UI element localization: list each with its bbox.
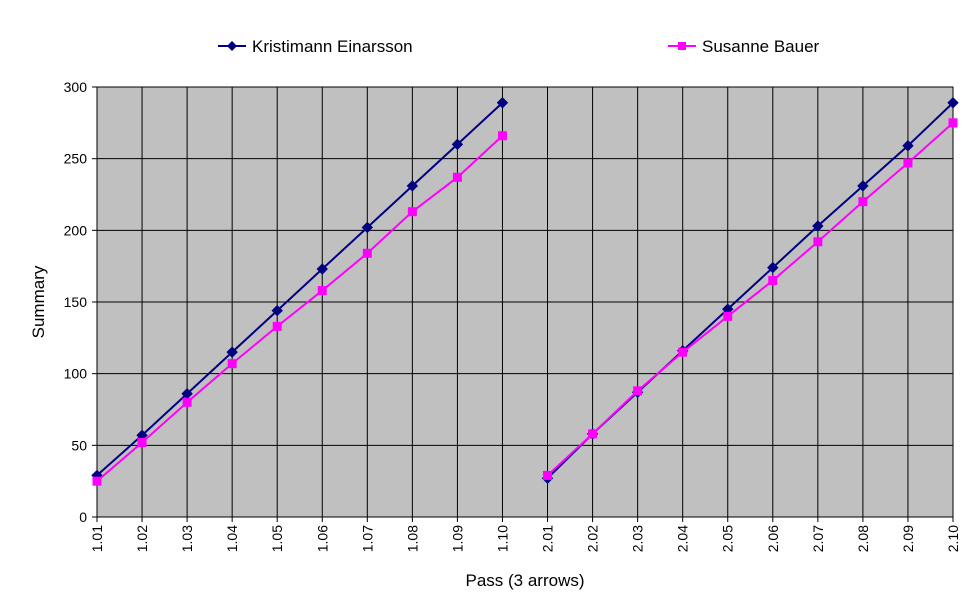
- data-point: [271, 304, 283, 317]
- x-tick-label: 2.02: [585, 525, 601, 552]
- x-tick-label: 1.04: [224, 525, 240, 552]
- data-point: [948, 118, 958, 128]
- legend: Kristimann Einarsson Susanne Bauer: [218, 37, 820, 56]
- data-point: [496, 97, 509, 109]
- x-axis-title: Pass (3 arrows): [465, 571, 584, 590]
- data-point: [317, 286, 327, 296]
- data-point: [543, 470, 553, 480]
- y-axis-title: Summary: [29, 265, 48, 338]
- data-point: [361, 221, 374, 234]
- data-point: [858, 197, 868, 207]
- x-tick-label: 1.08: [404, 525, 420, 552]
- legend-item: Susanne Bauer: [668, 37, 820, 56]
- x-tick-label: 1.10: [494, 525, 510, 552]
- series-line: [546, 122, 954, 477]
- x-tick-label: 2.04: [675, 525, 691, 552]
- data-point: [633, 386, 643, 396]
- series-line: [96, 102, 504, 477]
- y-tick-label: 150: [64, 294, 88, 310]
- series-2: [92, 118, 958, 486]
- data-point: [226, 346, 238, 358]
- x-tick-label: 2.07: [810, 525, 826, 552]
- series-layer: [91, 97, 959, 486]
- x-tick-label: 2.06: [765, 525, 781, 552]
- data-point: [497, 131, 507, 141]
- legend-marker: [227, 41, 237, 51]
- x-tick-label: 2.01: [540, 525, 556, 552]
- data-point: [452, 172, 462, 182]
- x-tick-label: 1.01: [89, 525, 105, 552]
- y-tick-label: 100: [64, 366, 88, 382]
- data-point: [812, 220, 824, 232]
- legend-item: Kristimann Einarsson: [218, 37, 413, 56]
- data-point: [813, 237, 823, 247]
- plot-border: [96, 86, 954, 518]
- x-tick-label: 2.05: [720, 525, 736, 552]
- axes: 0 50 100 150 200 250 300 1.01 1.02 1.03 1.04 1.05 1.…: [64, 79, 961, 552]
- x-tick-label: 1.05: [269, 525, 285, 552]
- legend-label: Susanne Bauer: [702, 37, 820, 56]
- x-tick-label: 1.02: [134, 525, 150, 552]
- data-point: [451, 138, 464, 151]
- y-tick-label: 50: [71, 437, 87, 453]
- data-point: [272, 321, 282, 331]
- data-point: [316, 263, 328, 275]
- y-tick-label: 300: [64, 79, 88, 95]
- gridlines: [96, 86, 954, 518]
- data-point: [723, 311, 733, 321]
- data-point: [857, 180, 869, 192]
- x-tick-label: 2.03: [630, 525, 646, 552]
- data-point: [588, 429, 598, 439]
- data-point: [137, 437, 147, 447]
- series-line: [96, 134, 504, 482]
- y-tick-label: 200: [64, 222, 88, 238]
- data-point: [362, 248, 372, 258]
- x-tick-label: 2.09: [900, 525, 916, 552]
- data-point: [902, 140, 914, 152]
- x-tick-label: 1.09: [449, 525, 465, 552]
- data-point: [678, 347, 688, 357]
- legend-marker: [678, 42, 686, 50]
- y-tick-label: 0: [79, 509, 87, 525]
- x-tick-label: 2.08: [855, 525, 871, 552]
- data-point: [947, 97, 959, 109]
- data-point: [767, 261, 779, 274]
- data-point: [768, 276, 778, 285]
- x-tick-label: 1.06: [314, 525, 330, 552]
- data-point: [406, 180, 419, 192]
- y-tick-label: 250: [64, 151, 88, 167]
- data-point: [92, 476, 102, 486]
- data-point: [227, 359, 237, 369]
- x-tick-label: 1.07: [359, 525, 375, 552]
- data-point: [182, 397, 192, 407]
- legend-label: Kristimann Einarsson: [252, 37, 413, 56]
- x-tick-label: 2.10: [945, 525, 961, 552]
- x-tick-label: 1.03: [179, 525, 195, 552]
- data-point: [407, 207, 417, 217]
- data-point: [903, 158, 913, 168]
